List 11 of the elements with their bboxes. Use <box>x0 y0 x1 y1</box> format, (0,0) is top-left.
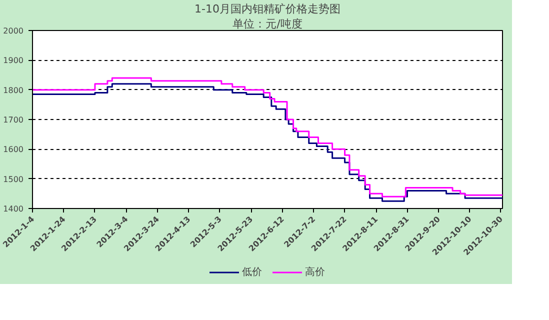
y-tick-label: 1400 <box>3 204 24 214</box>
y-tick-label: 1900 <box>3 56 24 66</box>
legend-label: 高价 <box>305 266 325 279</box>
y-tick-label: 1500 <box>3 174 24 184</box>
chart-title: 1-10月国内钼精矿价格走势图 <box>194 2 340 16</box>
y-tick-label: 2000 <box>3 26 24 36</box>
chart-subtitle: 单位：元/吨度 <box>232 18 302 30</box>
y-tick-label: 1700 <box>3 116 24 124</box>
y-tick-label: 1600 <box>3 145 24 154</box>
legend-label: 低价 <box>242 266 262 279</box>
y-tick-label: 1800 <box>3 86 24 95</box>
